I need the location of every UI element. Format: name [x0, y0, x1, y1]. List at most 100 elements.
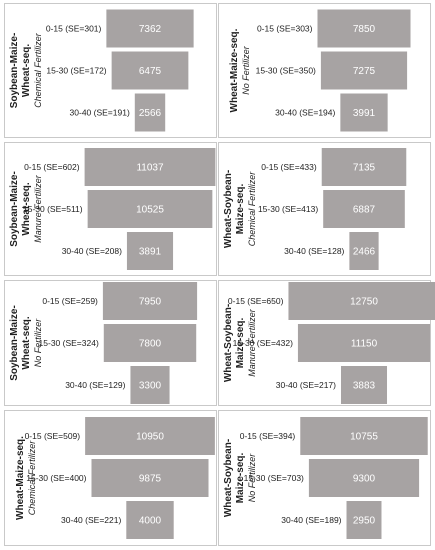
bar-value-label: 7362	[139, 24, 162, 35]
funnel-bar	[130, 366, 170, 404]
sequence-title: Wheat-seq.	[21, 182, 32, 236]
depth-category-label: 15-30 (SE=432)	[233, 338, 293, 348]
bar-value-label: 10755	[350, 432, 378, 443]
depth-category-label: 0-15 (SE=259)	[42, 296, 98, 306]
bar-value-label: 3991	[353, 108, 376, 119]
depth-category-label: 30-40 (SE=129)	[65, 380, 125, 390]
funnel-bar	[308, 459, 420, 497]
funnel-bar	[320, 51, 408, 90]
fertilizer-label: No Fertilizer	[247, 453, 257, 503]
bar-value-label: 7850	[353, 24, 376, 35]
funnel-bar	[102, 282, 198, 320]
chart-panel: Soybean-Maize- Wheat-seq. Manure Fertilize…	[4, 142, 217, 276]
funnel-bar	[297, 324, 431, 362]
sequence-title: Wheat-seq.	[21, 44, 32, 98]
bar-value-label: 9875	[139, 474, 162, 485]
chart-panel: Wheat-Soybean- Maize-seq. Chemical Fertili…	[218, 142, 431, 276]
depth-category-label: 30-40 (SE=194)	[275, 108, 335, 118]
bar-value-label: 9300	[353, 474, 376, 485]
chart-panel: Wheat-Maize-seq. No Fertilizer 7850 0-15 (S…	[218, 3, 431, 138]
depth-category-label: 30-40 (SE=221)	[61, 515, 121, 525]
bar-value-label: 2566	[139, 108, 162, 119]
sequence-title: Wheat-Soybean-	[223, 439, 234, 517]
chart-panel: Soybean-Maize- Wheat-seq. Chemical Fertili…	[4, 3, 217, 138]
bar-value-label: 3891	[139, 247, 162, 258]
depth-category-label: 30-40 (SE=189)	[281, 515, 341, 525]
funnel-bar	[111, 51, 189, 90]
depth-category-label: 15-30 (SE=703)	[244, 473, 304, 483]
fertilizer-label: Chemical Fertilizer	[27, 440, 37, 516]
funnel-bar	[87, 190, 213, 228]
sequence-title: Soybean-Maize-	[9, 33, 20, 109]
bar-value-label: 12750	[350, 297, 378, 308]
funnel-bar	[106, 9, 194, 48]
funnel-bar	[317, 9, 411, 48]
sequence-title: Soybean-Maize-	[9, 171, 20, 247]
sequence-title: Maize-seq.	[235, 183, 246, 234]
depth-category-label: 30-40 (SE=191)	[70, 108, 130, 118]
fertilizer-label: Chemical Fertilizer	[33, 32, 43, 108]
bar-value-label: 2950	[353, 516, 376, 527]
funnel-bar	[340, 366, 388, 404]
bar-value-label: 7275	[353, 66, 376, 77]
bar-value-label: 10950	[136, 432, 164, 443]
bar-value-label: 7135	[353, 163, 376, 174]
bar-value-label: 10525	[136, 205, 164, 216]
fertilizer-label: No Fertilizer	[33, 318, 43, 368]
depth-category-label: 0-15 (SE=394)	[240, 431, 296, 441]
depth-category-label: 0-15 (SE=509)	[25, 431, 81, 441]
chart-panel: Soybean-Maize- Wheat-seq. No Fertilizer 795…	[4, 280, 217, 406]
fertilizer-label: No Fertilizer	[241, 45, 251, 95]
fertilizer-label: Manure Fertilizer	[247, 308, 257, 377]
fertilizer-label: Manure Fertilizer	[33, 174, 43, 243]
funnel-bar	[91, 459, 209, 497]
depth-category-label: 0-15 (SE=433)	[261, 162, 317, 172]
funnel-bar	[340, 93, 388, 132]
depth-category-label: 30-40 (SE=217)	[276, 380, 336, 390]
funnel-bar	[288, 282, 435, 320]
bar-value-label: 3883	[353, 381, 376, 392]
bar-value-label: 11037	[136, 163, 164, 174]
bar-value-label: 7950	[139, 297, 162, 308]
funnel-bar	[349, 232, 379, 270]
bar-value-label: 4000	[139, 516, 162, 527]
sequence-title: Maize-seq.	[235, 317, 246, 368]
funnel-bar	[321, 148, 407, 186]
depth-category-label: 30-40 (SE=208)	[62, 246, 122, 256]
sequence-title: Wheat-Maize-seq.	[15, 436, 26, 520]
funnel-bar	[323, 190, 405, 228]
bar-value-label: 3300	[139, 381, 162, 392]
depth-category-label: 15-30 (SE=511)	[23, 204, 83, 214]
funnel-bar	[300, 417, 428, 455]
depth-category-label: 15-30 (SE=172)	[46, 66, 106, 76]
sequence-title: Maize-seq.	[235, 452, 246, 503]
bar-value-label: 2466	[353, 247, 376, 258]
sequence-title: Wheat-Soybean-	[223, 304, 234, 382]
chart-panel: Wheat-Maize-seq. Chemical Fertilizer 10950…	[4, 410, 217, 546]
sequence-title: Wheat-seq.	[21, 316, 32, 370]
chart-panel: Wheat-Soybean- Maize-seq. Manure Fertilize…	[218, 280, 435, 406]
funnel-bar	[134, 93, 166, 132]
bar-value-label: 11150	[351, 339, 378, 350]
bar-value-label: 6887	[353, 205, 376, 216]
sequence-title: Wheat-Maize-seq.	[229, 28, 240, 112]
depth-category-label: 30-40 (SE=128)	[284, 246, 344, 256]
funnel-bar	[103, 324, 197, 362]
funnel-bar	[84, 148, 216, 186]
bar-value-label: 6475	[139, 66, 162, 77]
depth-category-label: 0-15 (SE=650)	[228, 296, 284, 306]
depth-category-label: 15-30 (SE=324)	[39, 338, 99, 348]
funnel-bar	[85, 417, 215, 455]
funnel-bar	[126, 232, 174, 270]
funnel-bar	[346, 501, 382, 539]
depth-category-label: 0-15 (SE=602)	[24, 162, 80, 172]
depth-category-label: 0-15 (SE=303)	[257, 24, 313, 34]
fertilizer-label: Chemical Fertilizer	[247, 171, 257, 247]
bar-value-label: 7800	[139, 339, 162, 350]
depth-category-label: 15-30 (SE=400)	[26, 473, 86, 483]
depth-category-label: 15-30 (SE=350)	[256, 66, 316, 76]
chart-panel: Wheat-Soybean- Maize-seq. No Fertilizer 107…	[218, 410, 431, 546]
depth-category-label: 15-30 (SE=413)	[258, 204, 318, 214]
